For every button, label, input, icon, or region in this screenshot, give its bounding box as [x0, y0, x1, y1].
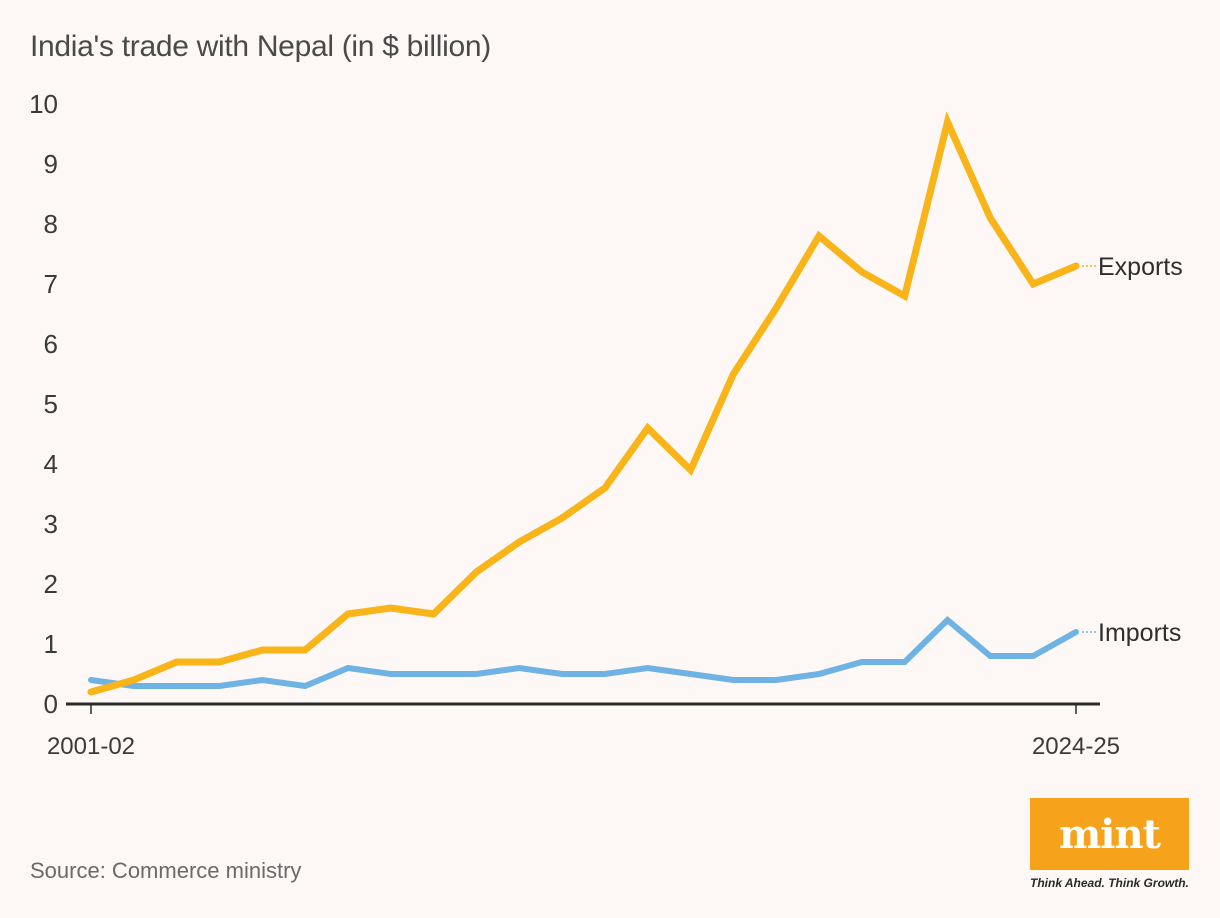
y-tick-label: 1	[44, 629, 58, 659]
mint-logo: mint	[1030, 798, 1189, 870]
series-labels: Exports Imports	[1082, 253, 1183, 647]
y-tick-label: 8	[44, 209, 58, 239]
series-lines	[87, 111, 1080, 696]
x-tick-label: 2024-25	[1032, 733, 1120, 760]
source-note: Source: Commerce ministry	[30, 858, 302, 883]
series-label-imports: Imports	[1098, 619, 1181, 647]
series-line-imports	[88, 615, 1079, 690]
series-label-exports: Exports	[1098, 253, 1183, 281]
logo-wordmark: mint	[1058, 810, 1161, 858]
y-tick-label: 9	[44, 149, 58, 179]
y-tick-label: 2	[44, 569, 58, 599]
y-tick-label: 5	[44, 389, 58, 419]
y-axis-ticks: 0 1 2 3 4 5 6 7 8 9 10	[29, 89, 58, 719]
y-tick-label: 10	[29, 89, 58, 119]
chart-title: India's trade with Nepal (in $ billion)	[30, 30, 491, 63]
y-tick-label: 7	[44, 269, 58, 299]
x-axis: 2001-02 2024-25	[47, 702, 1120, 760]
y-tick-label: 3	[44, 509, 58, 539]
series-line-exports	[87, 111, 1080, 696]
x-tick-label: 2001-02	[47, 733, 135, 760]
y-tick-label: 6	[44, 329, 58, 359]
logo-tagline: Think Ahead. Think Growth.	[1030, 876, 1189, 890]
y-tick-label: 0	[44, 689, 58, 719]
y-tick-label: 4	[44, 449, 58, 479]
